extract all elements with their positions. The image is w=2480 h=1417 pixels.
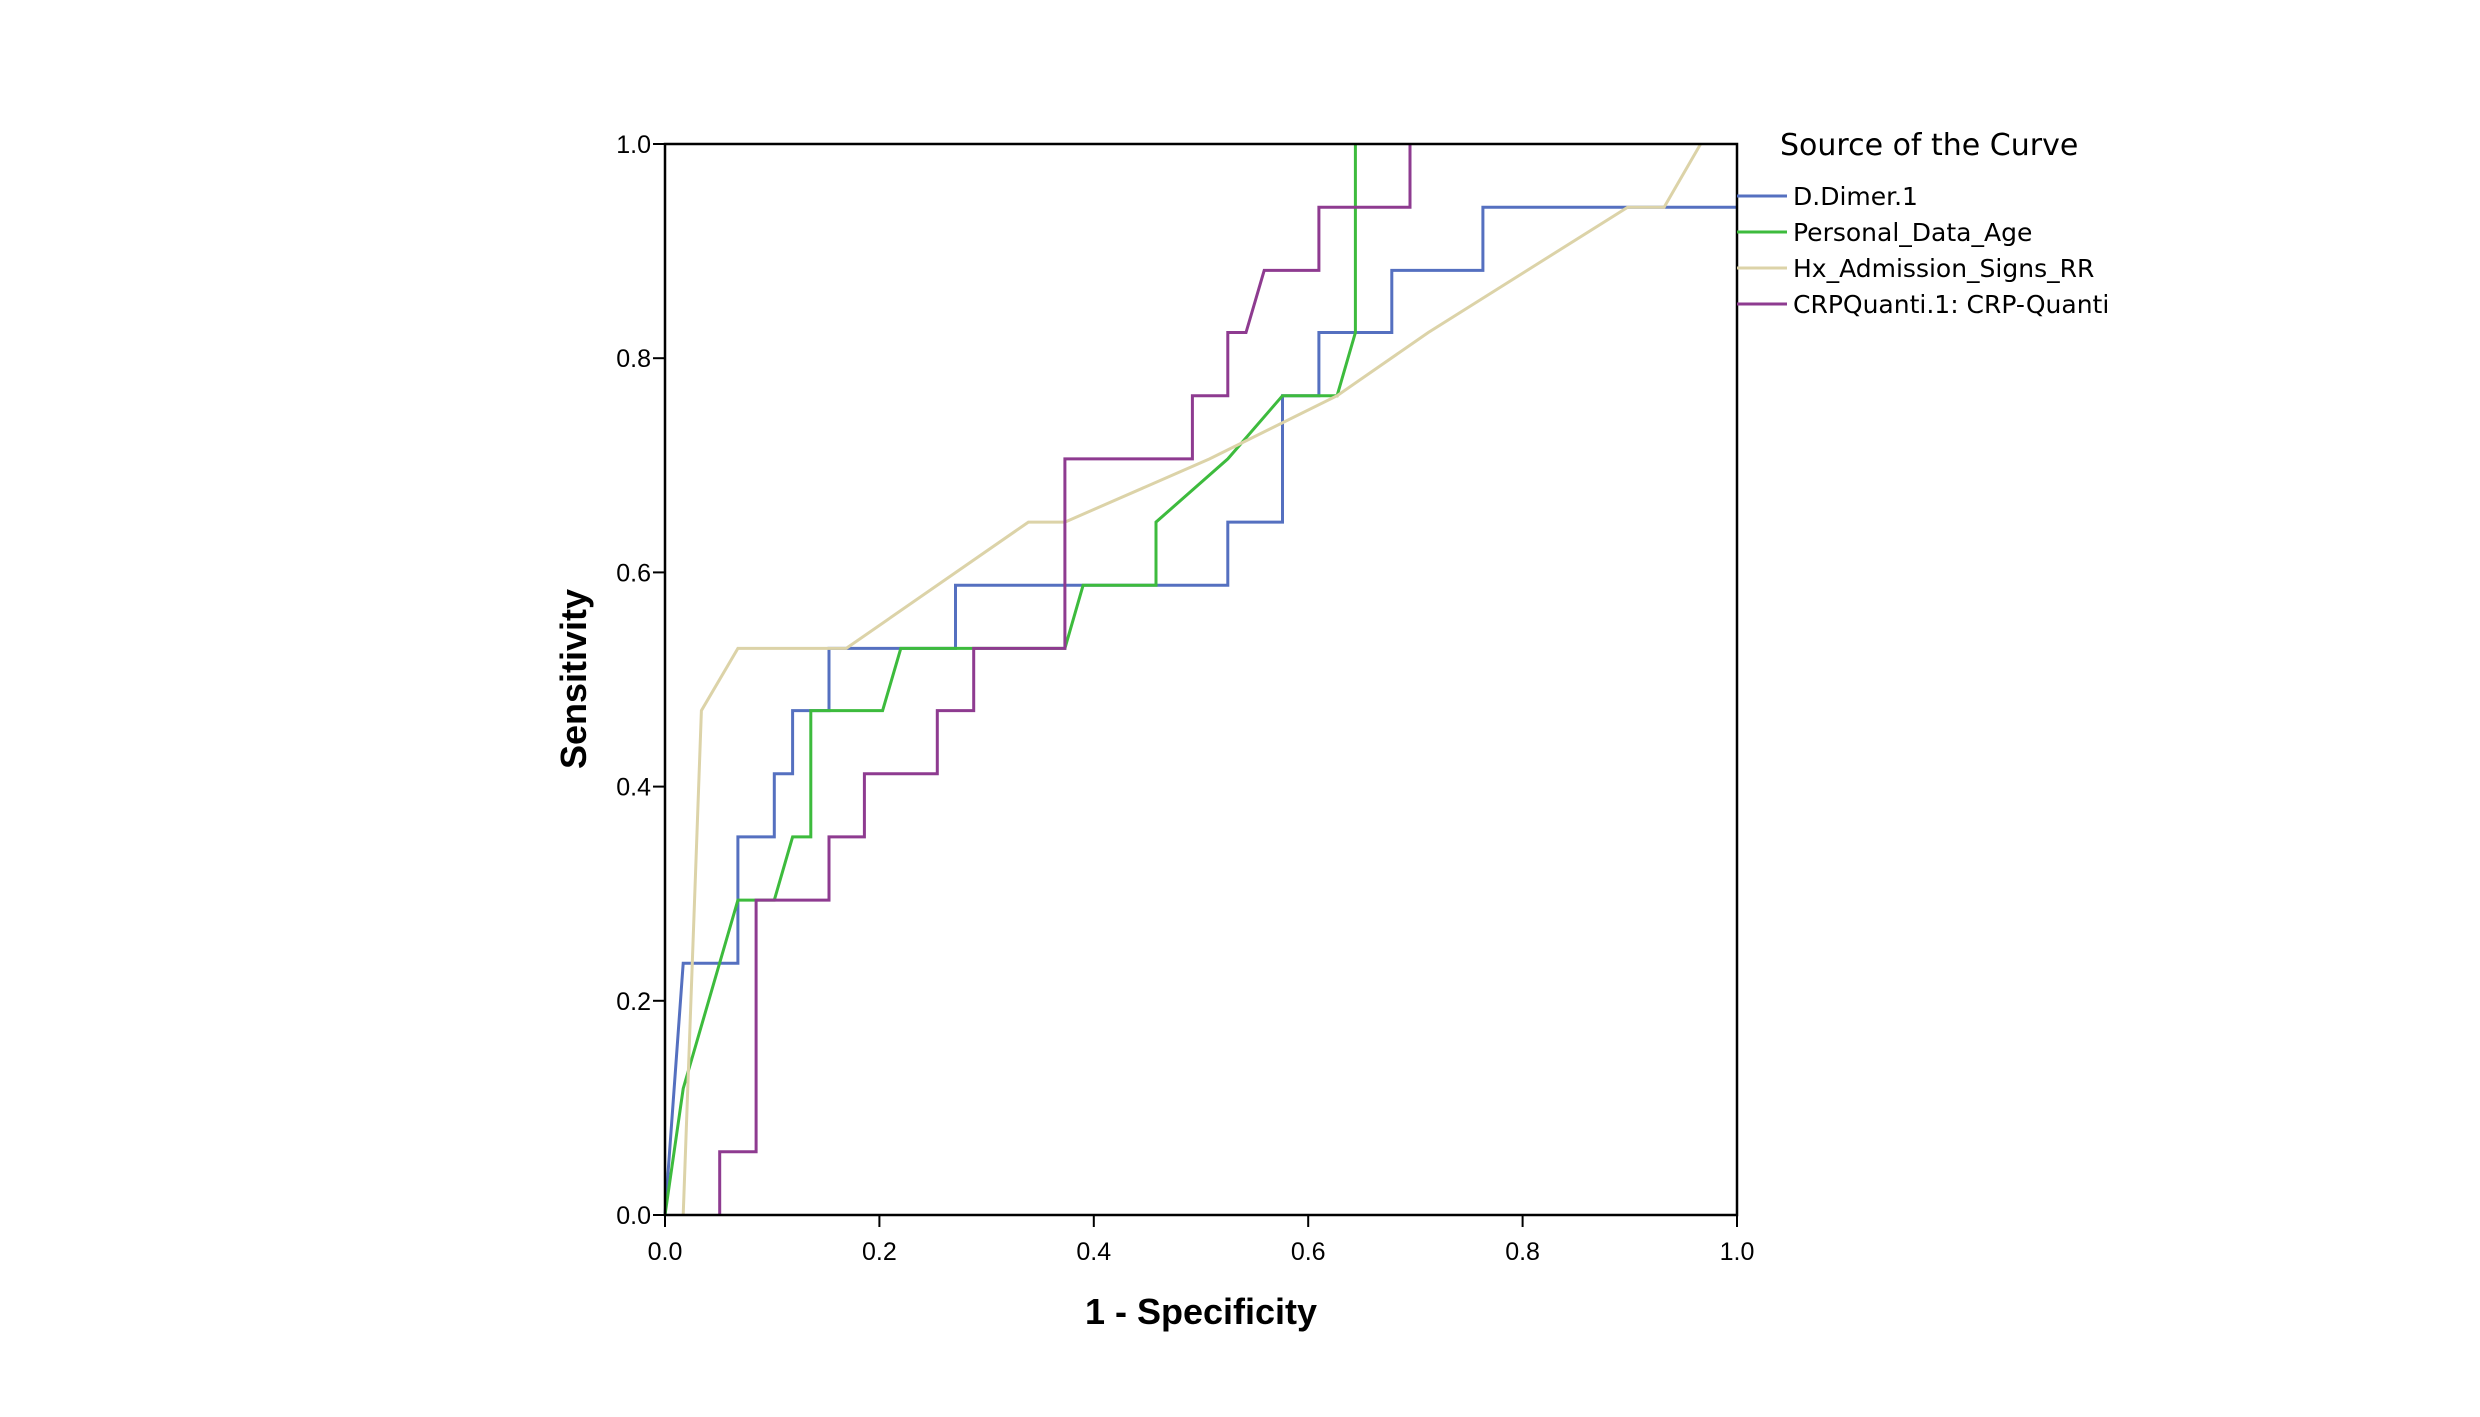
x-tick-label: 0.6 <box>1291 1238 1326 1266</box>
legend-title: Source of the Curve <box>1780 128 2078 163</box>
legend-label-1: D.Dimer.1 <box>1793 182 1918 211</box>
legend-label-4: CRPQuanti.1: CRP-Quanti <box>1793 290 2109 319</box>
y-tick-label: 0.0 <box>616 1202 651 1230</box>
x-tick-label: 0.2 <box>862 1238 897 1266</box>
series-line-3 <box>681 143 1702 1216</box>
legend-label-2: Personal_Data_Age <box>1793 218 2032 247</box>
legend-label-3: Hx_Admission_Signs_RR <box>1793 254 2094 283</box>
y-tick-label: 0.6 <box>616 559 651 587</box>
x-tick-label: 0.8 <box>1505 1238 1540 1266</box>
series-line-4 <box>718 144 1412 1215</box>
y-tick-label: 0.4 <box>616 774 651 802</box>
x-tick-label: 0.4 <box>1076 1238 1111 1266</box>
y-tick-label: 0.8 <box>616 345 651 373</box>
series-line-1 <box>663 205 1737 1216</box>
legend: Source of the Curve D.Dimer.1 Personal_Da… <box>1737 128 2109 319</box>
y-tick-label: 0.2 <box>616 988 651 1016</box>
x-tick-label: 1.0 <box>1720 1238 1755 1266</box>
y-axis-title: Sensitivity <box>553 589 594 769</box>
series-line-2 <box>663 144 1357 1216</box>
plot-frame <box>663 142 1739 1217</box>
x-axis-title: 1 - Specificity <box>1085 1291 1317 1332</box>
y-tick-label: 1.0 <box>616 131 651 159</box>
x-tick-label: 0.0 <box>648 1238 683 1266</box>
